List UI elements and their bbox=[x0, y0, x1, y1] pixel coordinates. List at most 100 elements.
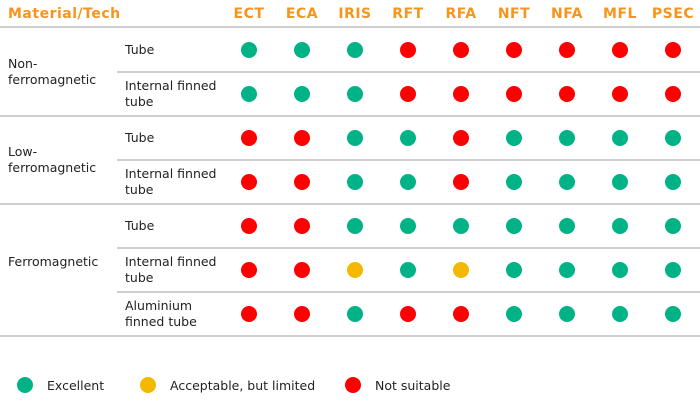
rating-dot-excellent bbox=[400, 262, 416, 278]
rating-dot-excellent bbox=[612, 174, 628, 190]
legend-item-0: Excellent bbox=[17, 377, 104, 393]
column-header-iris: IRIS bbox=[338, 6, 372, 22]
rating-dot-excellent bbox=[612, 306, 628, 322]
legend-dot-icon bbox=[140, 377, 156, 393]
column-header-psec: PSEC bbox=[651, 6, 695, 22]
group-label: Low-ferromagnetic bbox=[8, 144, 97, 175]
rating-dot-not-suitable bbox=[506, 86, 522, 102]
group-label: Non-ferromagnetic bbox=[8, 56, 97, 87]
rating-dot-excellent bbox=[241, 42, 257, 58]
row-label: Internal finned tube bbox=[125, 166, 217, 197]
legend-label: Not suitable bbox=[375, 377, 451, 393]
rating-dot-excellent bbox=[400, 130, 416, 146]
rating-dot-excellent bbox=[347, 42, 363, 58]
rating-dot-excellent bbox=[347, 306, 363, 322]
rating-dot-excellent bbox=[506, 218, 522, 234]
rating-dot-not-suitable bbox=[241, 218, 257, 234]
rating-dot-excellent bbox=[347, 86, 363, 102]
rating-dot-not-suitable bbox=[665, 86, 681, 102]
rating-dot-excellent bbox=[506, 130, 522, 146]
rating-dot-excellent bbox=[665, 262, 681, 278]
rating-dot-excellent bbox=[612, 130, 628, 146]
header-material-tech: Material/Tech bbox=[8, 6, 121, 22]
column-header-eca: ECA bbox=[285, 6, 319, 22]
rating-dot-excellent bbox=[294, 42, 310, 58]
rating-dot-not-suitable bbox=[400, 86, 416, 102]
rating-dot-excellent bbox=[559, 174, 575, 190]
rating-dot-excellent bbox=[347, 130, 363, 146]
rating-dot-excellent bbox=[665, 174, 681, 190]
rating-dot-excellent bbox=[559, 130, 575, 146]
rating-dot-not-suitable bbox=[294, 130, 310, 146]
rating-dot-acceptable bbox=[347, 262, 363, 278]
row-divider bbox=[117, 71, 700, 73]
rating-dot-not-suitable bbox=[506, 42, 522, 58]
row-label: Aluminium finned tube bbox=[125, 298, 197, 329]
rating-dot-not-suitable bbox=[294, 218, 310, 234]
rating-dot-excellent bbox=[453, 218, 469, 234]
rating-dot-not-suitable bbox=[453, 130, 469, 146]
rating-dot-not-suitable bbox=[559, 42, 575, 58]
row-label: Internal finned tube bbox=[125, 78, 217, 109]
rating-dot-not-suitable bbox=[294, 306, 310, 322]
rating-dot-excellent bbox=[347, 218, 363, 234]
rating-dot-excellent bbox=[665, 130, 681, 146]
rating-dot-excellent bbox=[400, 218, 416, 234]
column-header-mfl: MFL bbox=[603, 6, 637, 22]
row-label: Internal finned tube bbox=[125, 254, 217, 285]
rating-dot-not-suitable bbox=[241, 306, 257, 322]
legend-dot-icon bbox=[345, 377, 361, 393]
rating-dot-not-suitable bbox=[241, 130, 257, 146]
column-header-nft: NFT bbox=[497, 6, 531, 22]
rating-dot-not-suitable bbox=[612, 42, 628, 58]
rating-dot-not-suitable bbox=[241, 262, 257, 278]
rating-dot-not-suitable bbox=[453, 174, 469, 190]
column-header-nfa: NFA bbox=[550, 6, 584, 22]
header-divider bbox=[0, 26, 700, 28]
rating-dot-excellent bbox=[241, 86, 257, 102]
row-label: Tube bbox=[125, 218, 155, 233]
rating-dot-excellent bbox=[506, 174, 522, 190]
column-header-rft: RFT bbox=[392, 6, 424, 22]
legend-label: Acceptable, but limited bbox=[170, 377, 316, 393]
rating-dot-excellent bbox=[665, 218, 681, 234]
rating-dot-not-suitable bbox=[612, 86, 628, 102]
rating-dot-not-suitable bbox=[294, 174, 310, 190]
row-label: Tube bbox=[125, 42, 155, 57]
rating-dot-excellent bbox=[612, 262, 628, 278]
rating-dot-excellent bbox=[559, 218, 575, 234]
rating-dot-not-suitable bbox=[453, 306, 469, 322]
rating-dot-not-suitable bbox=[400, 42, 416, 58]
row-divider bbox=[117, 247, 700, 249]
rating-dot-not-suitable bbox=[294, 262, 310, 278]
group-divider bbox=[0, 335, 700, 337]
legend-item-1: Acceptable, but limited bbox=[140, 377, 315, 393]
rating-dot-excellent bbox=[559, 262, 575, 278]
row-label: Tube bbox=[125, 130, 155, 145]
group-label: Ferromagnetic bbox=[8, 254, 99, 269]
column-header-ect: ECT bbox=[233, 6, 265, 22]
legend-dot-icon bbox=[17, 377, 33, 393]
rating-dot-excellent bbox=[665, 306, 681, 322]
rating-dot-not-suitable bbox=[665, 42, 681, 58]
rating-dot-excellent bbox=[347, 174, 363, 190]
row-divider bbox=[117, 159, 700, 161]
rating-dot-excellent bbox=[612, 218, 628, 234]
rating-dot-not-suitable bbox=[453, 42, 469, 58]
rating-dot-acceptable bbox=[453, 262, 469, 278]
rating-dot-excellent bbox=[400, 174, 416, 190]
rating-dot-excellent bbox=[559, 306, 575, 322]
rating-dot-excellent bbox=[506, 262, 522, 278]
rating-dot-excellent bbox=[294, 86, 310, 102]
rating-dot-excellent bbox=[506, 306, 522, 322]
legend-item-2: Not suitable bbox=[345, 377, 450, 393]
rating-dot-not-suitable bbox=[559, 86, 575, 102]
rating-dot-not-suitable bbox=[400, 306, 416, 322]
group-divider bbox=[0, 203, 700, 205]
legend-label: Excellent bbox=[47, 377, 105, 393]
column-header-rfa: RFA bbox=[445, 6, 477, 22]
group-divider bbox=[0, 115, 700, 117]
rating-dot-not-suitable bbox=[453, 86, 469, 102]
row-divider bbox=[117, 291, 700, 293]
rating-dot-not-suitable bbox=[241, 174, 257, 190]
